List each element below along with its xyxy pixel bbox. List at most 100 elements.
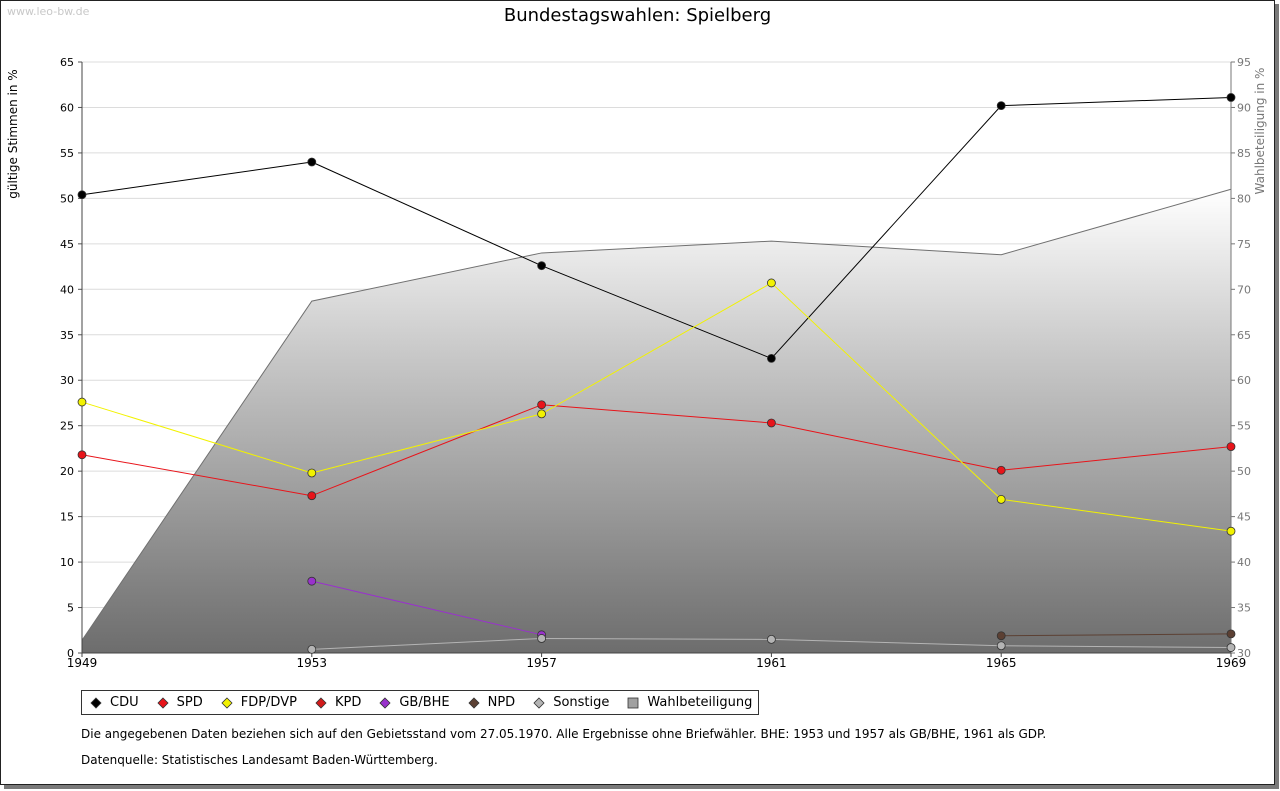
data-point-spd [307,491,317,501]
series-segment-sonstige [311,637,542,650]
data-point-gb-bhe [307,576,317,586]
data-point-sonstige [996,641,1006,651]
y-tick-label-right: 90 [1237,101,1251,114]
data-point-sonstige [767,634,776,644]
y-tick-label-left: 50 [60,192,74,205]
y-tick-label-left: 55 [60,147,74,160]
data-point-spd [77,450,87,460]
legend-label: KPD [334,695,362,710]
legend-item: CDU [86,695,139,710]
x-tick-label: 1949 [67,656,98,670]
diamond-marker-icon [468,696,480,709]
data-point-cdu [1226,93,1236,102]
data-point-spd [767,418,776,428]
data-point-cdu [77,190,87,200]
y-tick-label-right: 35 [1237,602,1251,615]
series-segment-spd [1001,446,1232,471]
series-segment-sonstige [771,638,1002,647]
x-tick-label: 1965 [986,656,1017,670]
note-text: Die angegebenen Daten beziehen sich auf … [81,727,1047,741]
legend-label: CDU [110,695,139,710]
y-tick-label-right: 95 [1237,56,1251,69]
diamond-marker-icon [379,696,391,709]
turnout-area [81,188,1232,654]
legend-label: FDP/DVP [240,695,297,710]
series-segment-spd [81,454,312,497]
chart-title: Bundestagswahlen: Spielberg [503,5,772,26]
y-tick-label-right: 30 [1237,647,1251,660]
series-segment-sonstige [541,637,772,640]
y-tick-label-right: 75 [1237,238,1251,251]
y-tick-label-right: 60 [1237,374,1251,387]
y-tick-label-right: 70 [1237,283,1251,296]
data-point-sonstige [537,634,546,643]
series-segment-fdp-dvp [541,282,772,415]
legend-item: Wahlbeteiligung [623,695,752,710]
series-segment-fdp-dvp [81,401,312,474]
y-tick-label-left: 30 [60,374,74,387]
data-point-fdp-dvp [996,494,1006,504]
y-tick-label-left: 65 [60,56,74,69]
series-segment-gb-bhe [311,580,542,636]
y-tick-label-right: 40 [1237,556,1251,569]
series-segment-cdu [541,265,772,359]
y-tick-label-left: 25 [60,420,74,433]
x-tick-label: 1969 [1216,656,1247,670]
data-point-npd [996,631,1006,641]
y-tick-label-right: 45 [1237,511,1251,524]
series-segment-spd [541,404,772,424]
series-segment-spd [771,422,1002,471]
axes: 0 5 10 15 20 25 30 35 40 45 50 55 60 65 30 35 40 45 50 55 60… [60,56,1251,670]
legend-label: GB/BHE [399,695,450,710]
y-tick-label-right: 55 [1237,420,1251,433]
data-point-cdu [307,157,317,167]
legend-label: Wahlbeteiligung [647,695,753,710]
series-lines [77,93,1236,654]
legend-item: GB/BHE [375,695,450,710]
legend: CDU SPD FDP/DVP KPD GB/BHE NPD Sonstige Wahlbet… [81,690,760,715]
diamond-marker-icon [533,696,545,709]
y-tick-label-right: 50 [1237,465,1251,478]
diamond-marker-icon [90,696,102,709]
y-tick-label-left: 40 [60,283,74,296]
data-point-fdp-dvp [537,409,546,419]
y-tick-label-right: 65 [1237,329,1251,342]
x-tick-label: 1953 [297,656,328,670]
data-point-cdu [996,101,1006,111]
y-axis-label-left: gültige Stimmen in % [6,69,20,198]
data-point-spd [537,400,546,410]
source-text: Datenquelle: Statistisches Landesamt Bad… [81,753,438,767]
series-cdu [77,93,1236,363]
y-tick-label-right: 85 [1237,147,1251,160]
data-point-sonstige [1226,643,1236,652]
data-point-fdp-dvp [307,468,317,478]
series-segment-cdu [311,161,542,267]
data-point-cdu [537,261,546,271]
diamond-marker-icon [157,696,169,709]
data-point-spd [1226,442,1236,452]
series-segment-cdu [81,161,312,196]
series-segment-spd [311,404,542,497]
y-tick-label-left: 20 [60,465,74,478]
data-point-spd [996,465,1006,475]
series-spd [77,400,1236,501]
series-segment-fdp-dvp [1001,498,1232,532]
series-segment-fdp-dvp [311,413,542,474]
series-segment-cdu [1001,96,1232,107]
y-axis-label-right: Wahlbeteiligung in % [1253,68,1267,195]
watermark: www.leo-bw.de [7,5,90,18]
y-tick-label-left: 45 [60,238,74,251]
x-tick-label: 1957 [526,656,557,670]
square-marker-icon [627,697,639,708]
legend-item: FDP/DVP [217,695,297,710]
diamond-marker-icon [221,696,233,709]
y-tick-label-left: 60 [60,101,74,114]
series-segment-sonstige [1001,645,1232,649]
series-segment-cdu [771,105,1002,359]
legend-label: Sonstige [553,695,610,710]
data-point-sonstige [307,644,317,654]
y-tick-label-left: 5 [67,602,74,615]
data-point-npd [1226,629,1236,639]
